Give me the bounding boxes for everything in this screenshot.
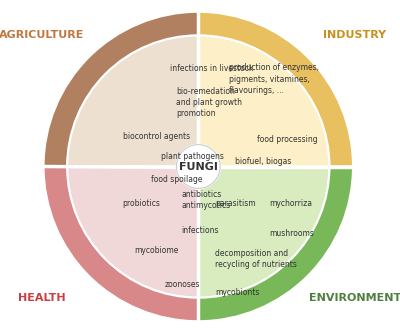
Text: food spoilage: food spoilage xyxy=(151,175,203,184)
Text: INDUSTRY: INDUSTRY xyxy=(323,30,386,40)
Text: antibiotics
antimycotics: antibiotics antimycotics xyxy=(182,190,230,210)
Wedge shape xyxy=(44,12,198,166)
Text: decomposition and
recycling of nutrients: decomposition and recycling of nutrients xyxy=(215,249,297,269)
Text: FUNGI: FUNGI xyxy=(179,162,218,171)
Wedge shape xyxy=(44,166,198,321)
Text: biofuel, biogas: biofuel, biogas xyxy=(235,157,292,166)
Text: AGRICULTURE: AGRICULTURE xyxy=(0,30,84,40)
Text: mushrooms: mushrooms xyxy=(269,229,314,238)
Text: plant pathogens: plant pathogens xyxy=(161,152,224,161)
Text: ENVIRONMENT: ENVIRONMENT xyxy=(308,293,400,303)
Text: mycobionts: mycobionts xyxy=(215,288,260,297)
Text: biocontrol agents: biocontrol agents xyxy=(122,132,190,141)
Wedge shape xyxy=(198,12,353,166)
Text: probiotics: probiotics xyxy=(122,199,160,208)
Wedge shape xyxy=(198,166,353,321)
Text: bio-remedation
and plant growth
promotion: bio-remedation and plant growth promotio… xyxy=(176,87,242,118)
Wedge shape xyxy=(67,166,198,298)
Text: infections: infections xyxy=(182,226,219,235)
Text: mychorriza: mychorriza xyxy=(269,199,312,208)
Text: food processing: food processing xyxy=(257,135,318,144)
Wedge shape xyxy=(198,35,330,166)
Wedge shape xyxy=(67,35,198,166)
Text: infections in livestock: infections in livestock xyxy=(170,65,253,74)
Text: parasitism: parasitism xyxy=(215,199,256,208)
Text: HEALTH: HEALTH xyxy=(18,293,66,303)
Text: production of enzymes,
pigments, vitamines,
flavourings, ...: production of enzymes, pigments, vitamin… xyxy=(228,64,318,95)
Text: mycobiome: mycobiome xyxy=(134,246,179,255)
Text: zoonoses: zoonoses xyxy=(165,280,200,289)
Circle shape xyxy=(176,145,220,188)
Wedge shape xyxy=(198,166,330,298)
